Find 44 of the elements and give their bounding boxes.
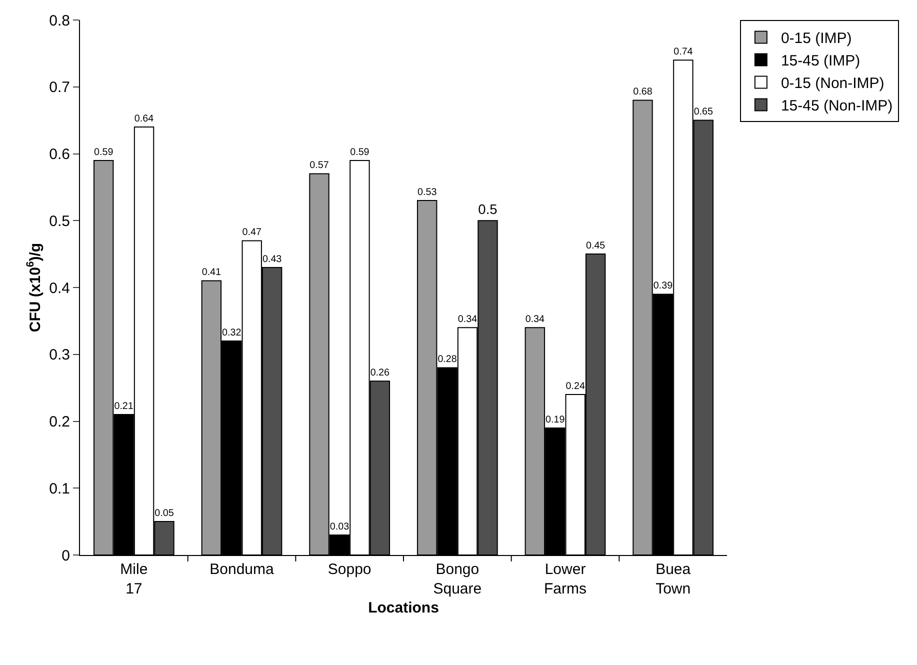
data-label: 0.03 [330,521,350,532]
data-label: 0.47 [242,227,262,238]
legend-label: 15-45 (IMP) [780,52,860,70]
data-label: 0.64 [134,113,154,124]
data-label: 0.74 [674,46,694,58]
data-label: 0.59 [350,146,370,158]
y-tick-label: 0.4 [49,280,70,297]
y-tick-label: 0.5 [49,212,70,230]
data-label: 0.5 [478,200,498,217]
y-tick-label: 0.3 [49,346,70,364]
data-label: 0.26 [370,368,390,378]
data-label: 0.05 [154,508,174,519]
legend-label: 15-45 (Non-IMP) [780,98,893,115]
data-label: 0.45 [586,240,606,252]
x-axis-title: Locations [368,600,439,616]
x-tick-label: Bongo Square [433,561,482,598]
data-label: 0.21 [114,400,134,412]
y-tick-label: 0.1 [49,480,70,498]
legend-label: 0-15 (IMP) [780,30,852,48]
data-label: 0.43 [262,254,282,265]
y-tick-label: 0.2 [49,414,70,430]
data-label: 0.34 [458,314,478,325]
y-tick-label: 0.8 [49,12,70,30]
legend-label: 0-15 (Non-IMP) [780,75,884,92]
data-label: 0.34 [525,314,546,325]
data-label: 0.59 [94,146,114,158]
x-tick-label: Mile 17 [120,561,148,598]
x-tick-label: Lower Farms [544,561,586,598]
data-label: 0.41 [202,267,222,278]
x-tick-label: Buea Town [656,561,692,598]
y-tick-label: 0.6 [49,146,70,163]
data-label: 0.24 [566,380,586,392]
x-tick-label: Soppo [328,561,372,578]
data-label: 0.28 [438,354,458,366]
data-label: 0.19 [546,414,566,426]
data-label: 0.32 [222,327,242,338]
data-label: 0.39 [653,280,674,292]
data-label: 0.65 [694,106,714,118]
x-tick-label: Bonduma [210,561,275,578]
data-label: 0.68 [633,86,653,98]
data-label: 0.57 [310,160,329,172]
y-tick-label: 0.7 [49,79,70,96]
y-tick-label: 0 [62,547,70,564]
data-label: 0.53 [417,186,438,198]
